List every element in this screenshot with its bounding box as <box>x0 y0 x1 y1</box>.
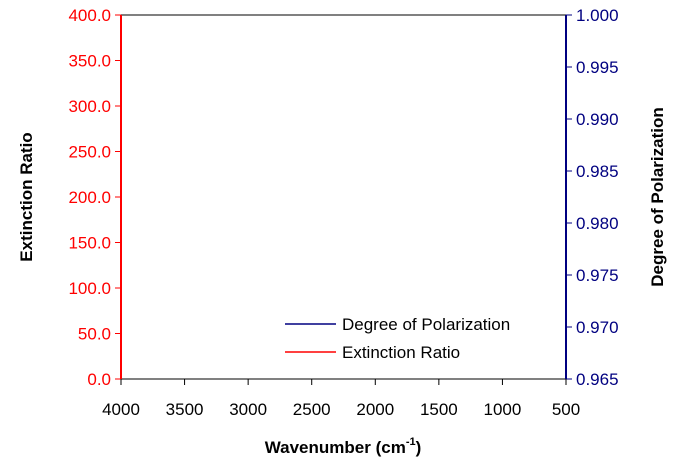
x-tick-label: 2500 <box>293 400 331 419</box>
right-y-axis-ticks: 0.965 0.970 0.975 0.980 0.985 0.990 0.995 1.000 <box>566 6 619 389</box>
legend: Degree of Polarization Extinction Ratio <box>285 315 510 362</box>
legend-label-degree-of-polarization: Degree of Polarization <box>342 315 510 334</box>
left-tick-label: 100.0 <box>68 279 111 298</box>
right-tick-label: 0.990 <box>576 110 619 129</box>
left-tick-label: 400.0 <box>68 6 111 25</box>
x-axis-title-end: ) <box>416 438 422 457</box>
right-y-axis-title: Degree of Polarization <box>648 107 667 286</box>
left-tick-label: 150.0 <box>68 234 111 253</box>
left-tick-label: 300.0 <box>68 97 111 116</box>
legend-label-extinction-ratio: Extinction Ratio <box>342 343 460 362</box>
x-axis-title-main: Wavenumber (cm <box>265 438 406 457</box>
x-axis-ticks: 4000 3500 3000 2500 2000 1500 1000 500 <box>102 379 580 419</box>
left-tick-label: 0.0 <box>87 370 111 389</box>
right-tick-label: 0.995 <box>576 58 619 77</box>
right-tick-label: 0.975 <box>576 266 619 285</box>
x-tick-label: 2000 <box>356 400 394 419</box>
left-y-axis-title: Extinction Ratio <box>17 132 36 261</box>
x-tick-label: 1500 <box>420 400 458 419</box>
left-y-axis-ticks: 0.0 50.0 100.0 150.0 200.0 250.0 300.0 350.0 400… <box>68 6 121 389</box>
right-tick-label: 0.970 <box>576 318 619 337</box>
right-tick-label: 0.965 <box>576 370 619 389</box>
x-tick-label: 3500 <box>166 400 204 419</box>
x-tick-label: 500 <box>552 400 580 419</box>
x-axis-title: Wavenumber (cm-1) <box>265 436 422 457</box>
right-tick-label: 0.980 <box>576 214 619 233</box>
left-tick-label: 200.0 <box>68 188 111 207</box>
left-tick-label: 50.0 <box>78 325 111 344</box>
x-tick-label: 1000 <box>484 400 522 419</box>
x-tick-label: 3000 <box>229 400 267 419</box>
left-tick-label: 350.0 <box>68 52 111 71</box>
right-tick-label: 0.985 <box>576 162 619 181</box>
left-tick-label: 250.0 <box>68 143 111 162</box>
x-tick-label: 4000 <box>102 400 140 419</box>
right-tick-label: 1.000 <box>576 6 619 25</box>
x-axis-title-superscript: -1 <box>406 436 416 448</box>
